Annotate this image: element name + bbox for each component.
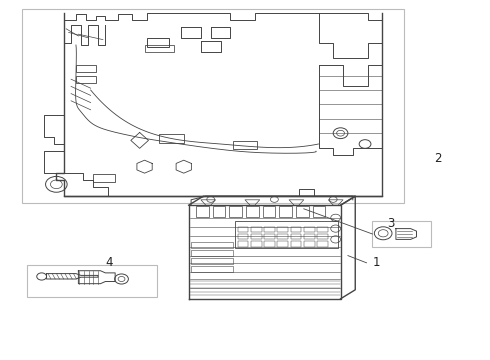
Bar (191, 266, 233, 272)
Bar (304, 234, 315, 239)
Bar (264, 234, 275, 239)
Bar (246, 206, 259, 217)
Bar (277, 227, 288, 232)
Bar (251, 234, 262, 239)
Bar (213, 206, 225, 217)
Bar (317, 234, 328, 239)
Bar (76, 65, 96, 72)
Bar (291, 234, 301, 239)
Bar (233, 141, 257, 149)
Bar (196, 206, 209, 217)
Bar (264, 241, 275, 247)
Bar (229, 206, 242, 217)
Bar (235, 221, 338, 248)
Bar (251, 241, 262, 247)
Bar (264, 227, 275, 232)
Bar (22, 9, 404, 203)
Text: 4: 4 (105, 256, 113, 269)
Bar (291, 227, 301, 232)
Bar (145, 45, 174, 52)
Bar (313, 206, 325, 217)
Bar (27, 265, 157, 297)
Bar (191, 242, 233, 248)
Bar (372, 221, 431, 247)
Bar (296, 206, 309, 217)
Bar (251, 227, 262, 232)
Bar (238, 241, 248, 247)
Bar (147, 38, 169, 47)
Bar (191, 258, 233, 264)
Text: 3: 3 (387, 217, 394, 230)
Bar (191, 250, 233, 256)
Text: 2: 2 (434, 152, 441, 165)
Bar (317, 241, 328, 247)
Bar (159, 134, 184, 143)
Bar (238, 234, 248, 239)
Bar (277, 234, 288, 239)
Bar (279, 206, 292, 217)
Text: 1: 1 (372, 256, 380, 269)
Bar (304, 241, 315, 247)
Bar (238, 227, 248, 232)
Bar (291, 241, 301, 247)
Bar (277, 241, 288, 247)
Bar (263, 206, 275, 217)
Bar (76, 76, 96, 83)
Bar (93, 174, 115, 182)
Bar (304, 227, 315, 232)
Bar (317, 227, 328, 232)
